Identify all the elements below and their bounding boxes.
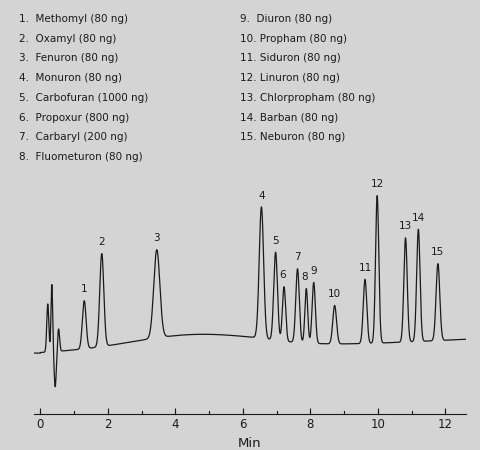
Text: 11: 11 — [359, 263, 372, 273]
Text: 10. Propham (80 ng): 10. Propham (80 ng) — [240, 34, 347, 44]
Text: 9: 9 — [311, 266, 317, 276]
Text: 1.  Methomyl (80 ng): 1. Methomyl (80 ng) — [19, 14, 128, 24]
Text: 5.  Carbofuran (1000 ng): 5. Carbofuran (1000 ng) — [19, 93, 148, 103]
Text: 7: 7 — [294, 252, 301, 262]
Text: 7.  Carbaryl (200 ng): 7. Carbaryl (200 ng) — [19, 132, 127, 143]
Text: 13. Chlorpropham (80 ng): 13. Chlorpropham (80 ng) — [240, 93, 375, 103]
Text: 11. Siduron (80 ng): 11. Siduron (80 ng) — [240, 54, 341, 63]
Text: 15. Neburon (80 ng): 15. Neburon (80 ng) — [240, 132, 345, 143]
Text: 1: 1 — [81, 284, 87, 294]
X-axis label: Min: Min — [238, 436, 262, 450]
Text: 8: 8 — [301, 272, 308, 282]
Text: 6: 6 — [279, 270, 286, 280]
Text: 8.  Fluometuron (80 ng): 8. Fluometuron (80 ng) — [19, 152, 143, 162]
Text: 3.  Fenuron (80 ng): 3. Fenuron (80 ng) — [19, 54, 118, 63]
Text: 6.  Propoxur (800 ng): 6. Propoxur (800 ng) — [19, 112, 129, 123]
Text: 14: 14 — [412, 213, 425, 223]
Text: 2.  Oxamyl (80 ng): 2. Oxamyl (80 ng) — [19, 34, 116, 44]
Text: 12: 12 — [371, 179, 384, 189]
Text: 4.  Monuron (80 ng): 4. Monuron (80 ng) — [19, 73, 122, 83]
Text: 14. Barban (80 ng): 14. Barban (80 ng) — [240, 112, 338, 123]
Text: 4: 4 — [258, 190, 265, 201]
Text: 15: 15 — [432, 247, 444, 257]
Text: 2: 2 — [98, 237, 105, 247]
Text: 9.  Diuron (80 ng): 9. Diuron (80 ng) — [240, 14, 332, 24]
Text: 12. Linuron (80 ng): 12. Linuron (80 ng) — [240, 73, 340, 83]
Text: 10: 10 — [328, 289, 341, 299]
Text: 5: 5 — [272, 236, 279, 246]
Text: 3: 3 — [154, 233, 160, 243]
Text: 13: 13 — [399, 221, 412, 231]
